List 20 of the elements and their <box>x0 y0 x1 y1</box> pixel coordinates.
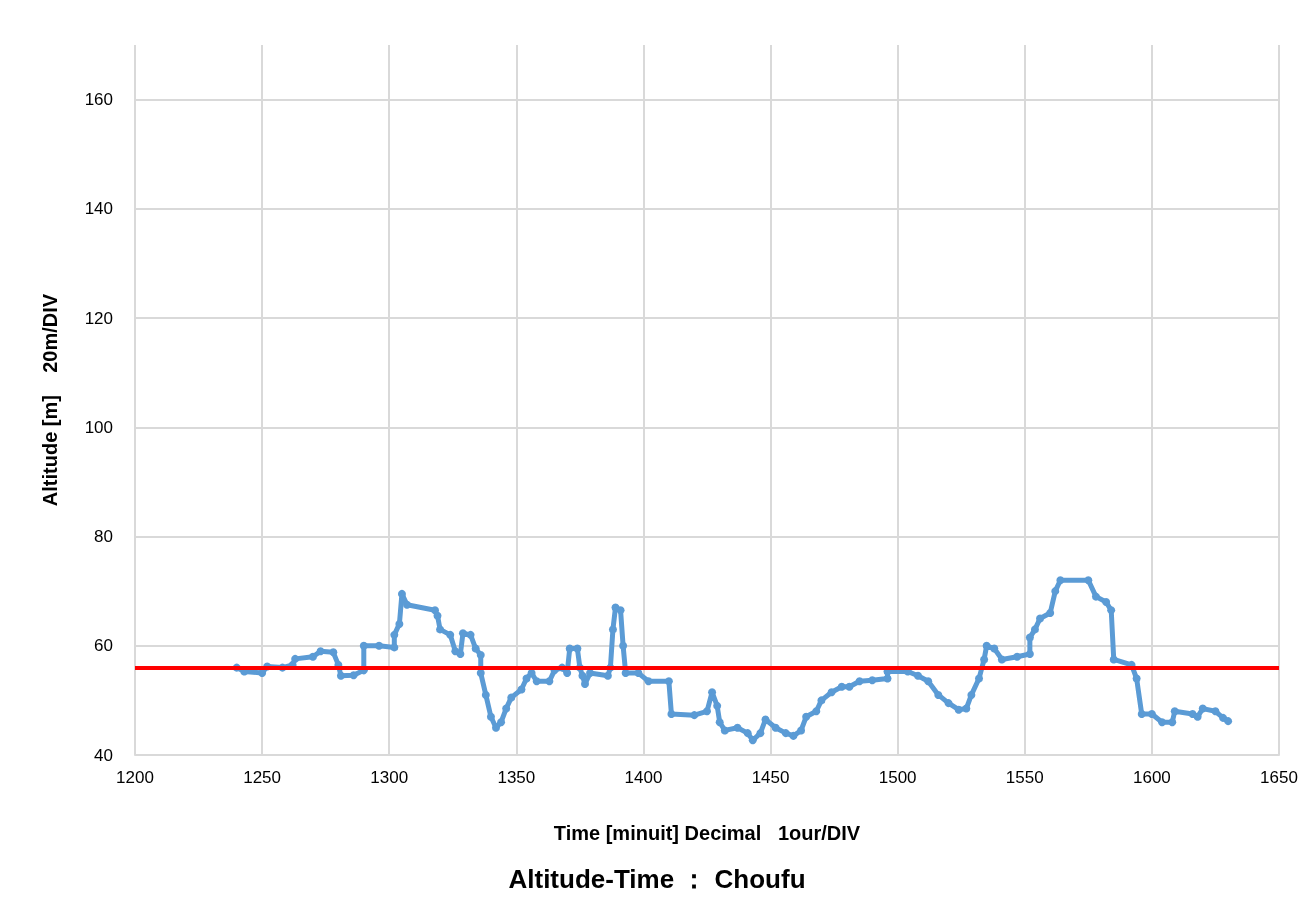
y-tick-label: 80 <box>94 527 113 547</box>
y-tick-label: 60 <box>94 636 113 656</box>
x-tick-label: 1250 <box>243 768 282 787</box>
y-axis-title: Altitude [m] 20m/DIV <box>39 293 61 507</box>
y-tick-label: 40 <box>94 745 113 765</box>
x-tick-label: 1450 <box>751 768 790 787</box>
y-tick-label: 140 <box>84 199 113 219</box>
x-axis-title: Time [minuit] Decimal 1our/DIV <box>553 822 861 844</box>
x-tick-label: 1200 <box>116 768 154 787</box>
x-tick-label: 1550 <box>1005 768 1044 787</box>
x-tick-label: 1500 <box>878 768 917 787</box>
y-tick-label: 160 <box>84 90 113 110</box>
x-tick-label: 1350 <box>497 768 536 787</box>
x-tick-label: 1600 <box>1132 768 1171 787</box>
y-tick-label: 100 <box>84 417 113 437</box>
x-tick-label: 1300 <box>370 768 409 787</box>
x-tick-label: 1650 <box>1260 768 1298 787</box>
text: Altitude-Time ： Choufu <box>508 864 806 894</box>
x-tick-label: 1400 <box>624 768 663 787</box>
y-tick-label: 120 <box>84 308 113 328</box>
